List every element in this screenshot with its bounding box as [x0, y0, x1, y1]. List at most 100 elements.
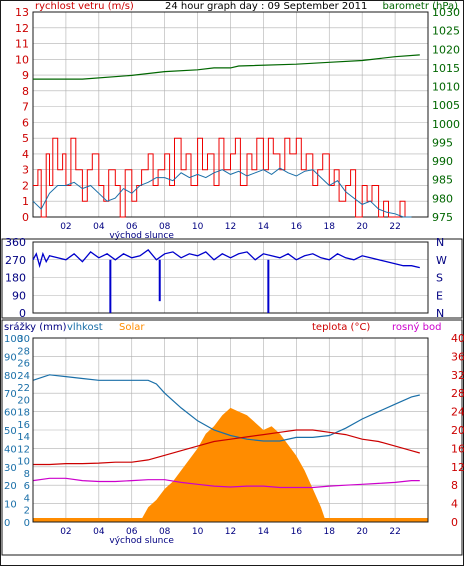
y-tick-label: 8	[451, 479, 458, 492]
y-tick-label: 980	[432, 192, 453, 205]
y-tick-label: 1000	[432, 118, 460, 131]
panel-frame	[1, 238, 463, 319]
y-tick-label: 1020	[432, 43, 460, 56]
x-tick-label: 22	[389, 527, 400, 537]
y-tick-label: 270	[5, 254, 26, 267]
plot-frame	[32, 241, 429, 314]
y-tick-label: 40	[4, 444, 17, 455]
y-tick-label: 12	[15, 22, 29, 35]
left-axis-label: rychlost vetru (m/s)	[35, 1, 134, 12]
y-tick-label: 2	[22, 179, 29, 192]
y-tick-label: 20	[17, 395, 30, 406]
y-tick-label: 12	[451, 461, 464, 474]
legend-label: srážky (mm)	[4, 321, 67, 333]
y-tick-label: 975	[432, 211, 453, 224]
y-tick-label: 12	[17, 444, 30, 455]
plot-frame	[32, 337, 429, 523]
legend-label: rosný bod	[392, 321, 441, 333]
x-tick-label: 18	[324, 222, 336, 232]
y-tick-label: 60	[4, 408, 17, 419]
y-tick-label: 13	[15, 6, 29, 19]
y-tick-label: 8	[22, 85, 29, 98]
direction-label: N	[436, 236, 444, 249]
y-tick-label: 100	[4, 334, 23, 345]
x-tick-label: 16	[291, 527, 303, 537]
x-tick-label: 18	[324, 527, 336, 537]
y-tick-label: 28	[451, 387, 464, 400]
y-tick-label: 3	[22, 164, 29, 177]
y-tick-label: 0	[24, 518, 30, 529]
direction-line	[32, 249, 420, 269]
y-tick-label: 22	[17, 383, 30, 394]
x-tick-label: 06	[126, 222, 138, 232]
y-tick-label: 5	[22, 132, 29, 145]
series-line	[33, 54, 420, 80]
x-tick-label: 06	[126, 527, 138, 537]
y-tick-label: 990	[432, 155, 453, 168]
y-tick-label: 985	[432, 174, 453, 187]
y-tick-label: 80	[4, 371, 17, 382]
y-tick-label: 90	[12, 289, 26, 302]
direction-label: W	[436, 254, 447, 267]
series-line	[33, 137, 412, 218]
x-tick-label: 20	[356, 222, 368, 232]
y-tick-label: 36	[451, 350, 464, 363]
y-tick-label: 9	[22, 69, 29, 82]
y-tick-label: 1025	[432, 25, 460, 38]
legend-label: vlhkost	[67, 322, 103, 333]
y-tick-label: 30	[17, 334, 30, 345]
y-tick-label: 16	[17, 420, 30, 431]
x-axis-label: východ slunce	[109, 231, 174, 241]
y-tick-label: 10	[17, 457, 30, 468]
y-tick-label: 70	[4, 389, 17, 400]
legend-label: teplota (°C)	[312, 322, 370, 333]
y-tick-label: 90	[4, 352, 17, 363]
y-tick-label: 4	[451, 498, 458, 511]
y-tick-label: 16	[451, 442, 464, 455]
y-tick-label: 10	[4, 500, 17, 511]
y-tick-label: 8	[24, 469, 30, 480]
x-tick-label: 14	[258, 527, 270, 537]
y-tick-label: 28	[17, 346, 30, 357]
y-tick-label: 26	[17, 359, 30, 370]
y-tick-label: 1010	[432, 81, 460, 94]
x-tick-label: 10	[192, 527, 204, 537]
y-tick-label: 6	[22, 116, 29, 129]
x-tick-label: 04	[93, 222, 105, 232]
y-tick-label: 14	[17, 432, 30, 443]
y-tick-label: 20	[451, 424, 464, 437]
y-tick-label: 180	[5, 272, 26, 285]
x-tick-label: 12	[225, 222, 236, 232]
series-line	[32, 477, 420, 489]
series-line	[32, 374, 420, 442]
y-tick-label: 1	[22, 195, 29, 208]
chart-title: 24 hour graph day : 09 September 2011	[165, 1, 367, 12]
legend-label: Solar	[119, 322, 145, 333]
y-tick-label: 40	[451, 332, 464, 345]
y-tick-label: 30	[4, 463, 17, 474]
series-line	[32, 167, 412, 218]
y-tick-label: 4	[22, 148, 29, 161]
x-tick-label: 08	[159, 527, 171, 537]
y-tick-label: 24	[17, 371, 30, 382]
y-tick-label: 995	[432, 136, 453, 149]
x-tick-label: 16	[291, 222, 303, 232]
y-tick-label: 11	[15, 38, 29, 51]
x-tick-label: 14	[258, 222, 270, 232]
x-tick-label: 22	[389, 222, 400, 232]
solar-area	[140, 407, 326, 522]
y-tick-label: 0	[451, 516, 458, 529]
series-line	[33, 429, 420, 466]
x-axis-label: východ slunce	[109, 536, 174, 546]
y-tick-label: 50	[4, 426, 17, 437]
y-tick-label: 6	[24, 481, 30, 492]
y-tick-label: 0	[4, 518, 10, 529]
x-tick-label: 12	[225, 527, 236, 537]
direction-label: N	[436, 307, 444, 320]
x-tick-label: 02	[60, 527, 71, 537]
y-tick-label: 1015	[432, 62, 460, 75]
x-tick-label: 08	[159, 222, 171, 232]
y-tick-label: 2	[24, 506, 30, 517]
